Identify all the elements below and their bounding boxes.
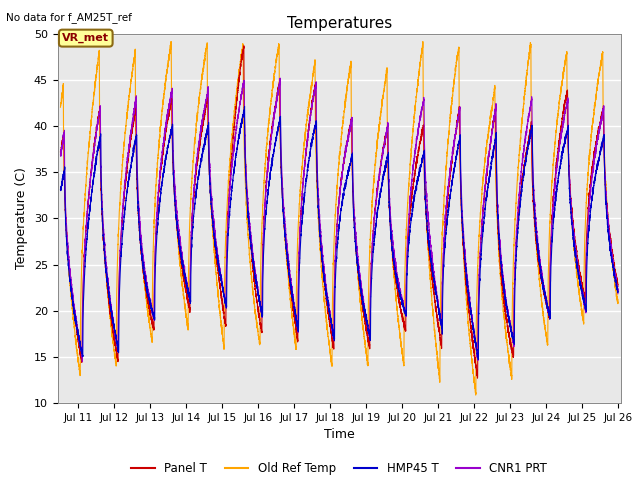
Y-axis label: Temperature (C): Temperature (C) [15, 168, 28, 269]
Text: VR_met: VR_met [62, 33, 109, 43]
Legend: Panel T, Old Ref Temp, HMP45 T, CNR1 PRT: Panel T, Old Ref Temp, HMP45 T, CNR1 PRT [127, 457, 552, 480]
Text: No data for f_AM25T_ref: No data for f_AM25T_ref [6, 12, 132, 23]
X-axis label: Time: Time [324, 429, 355, 442]
Title: Temperatures: Temperatures [287, 16, 392, 31]
